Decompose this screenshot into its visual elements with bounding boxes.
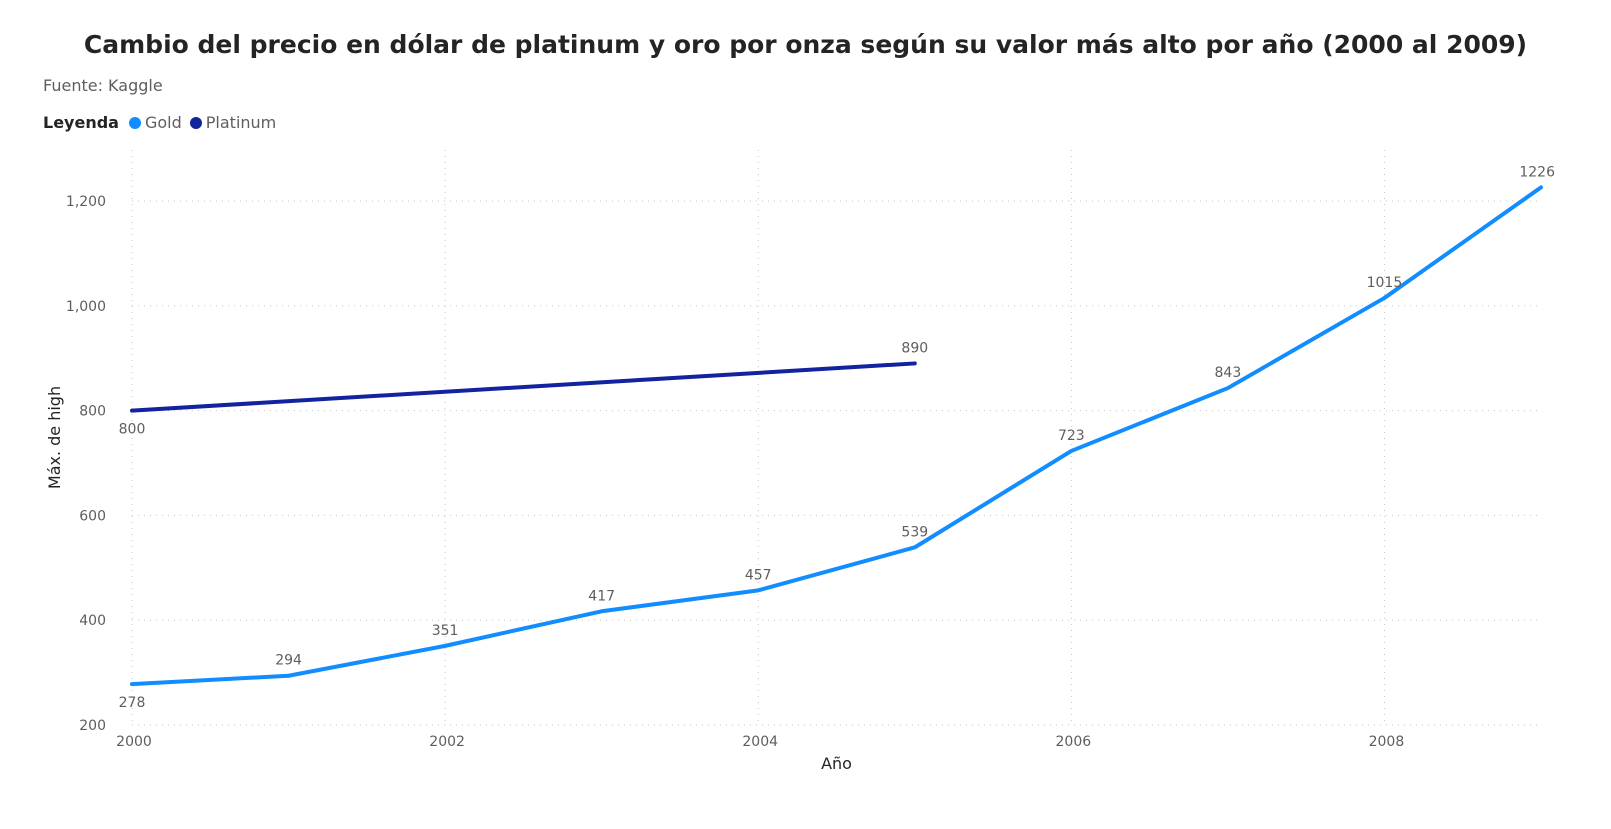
y-tick-label: 1,200 [66,194,106,210]
data-label-platinum: 890 [901,340,928,356]
series-line-gold[interactable] [130,185,1543,687]
x-axis-title: Año [821,754,852,773]
chart-subtitle: Fuente: Kaggle [43,76,163,95]
y-tick-label: 200 [79,718,106,734]
legend-marker-gold [128,116,141,129]
legend-title: Leyenda [43,113,119,132]
data-label-gold: 417 [588,588,615,604]
legend-item-platinum[interactable]: Platinum [189,113,277,132]
data-label-gold: 1015 [1367,275,1403,291]
data-label-gold: 723 [1058,428,1085,444]
data-label-gold: 457 [745,567,772,583]
data-label-platinum: 800 [119,422,146,438]
chart-title: Cambio del precio en dólar de platinum y… [83,30,1528,59]
x-tick-label: 2006 [1056,734,1092,750]
x-tick-label: 2008 [1369,734,1405,750]
x-tick-label: 2002 [429,734,465,750]
legend-item-gold[interactable]: Gold [128,113,182,132]
y-axis-title: Máx. de high [45,386,64,489]
data-label-gold: 539 [901,524,928,540]
x-tick-label: 2004 [742,734,778,750]
y-tick-label: 800 [79,404,106,420]
data-label-gold: 294 [275,653,302,669]
legend: Leyenda Gold Platinum [43,113,284,132]
data-label-gold: 1226 [1519,164,1555,180]
series-lines [130,185,1543,687]
grid [131,150,1541,726]
legend-label-platinum: Platinum [205,113,277,132]
x-axis-ticks: 2000 2002 2004 2006 2008 [116,734,1404,750]
y-tick-label: 1,000 [66,299,106,315]
y-tick-label: 400 [79,613,106,629]
y-tick-label: 600 [79,508,106,524]
data-labels: 278 294 351 417 457 539 723 843 1015 1226 800 890 [119,164,1555,711]
series-line-platinum[interactable] [130,361,917,413]
data-label-gold: 278 [119,695,146,711]
y-axis-ticks: 200 400 600 800 1,000 1,200 [66,194,106,734]
legend-label-gold: Gold [144,113,182,132]
legend-marker-platinum [189,116,202,129]
data-label-gold: 351 [432,623,459,639]
data-label-gold: 843 [1215,365,1242,381]
x-tick-label: 2000 [116,734,152,750]
